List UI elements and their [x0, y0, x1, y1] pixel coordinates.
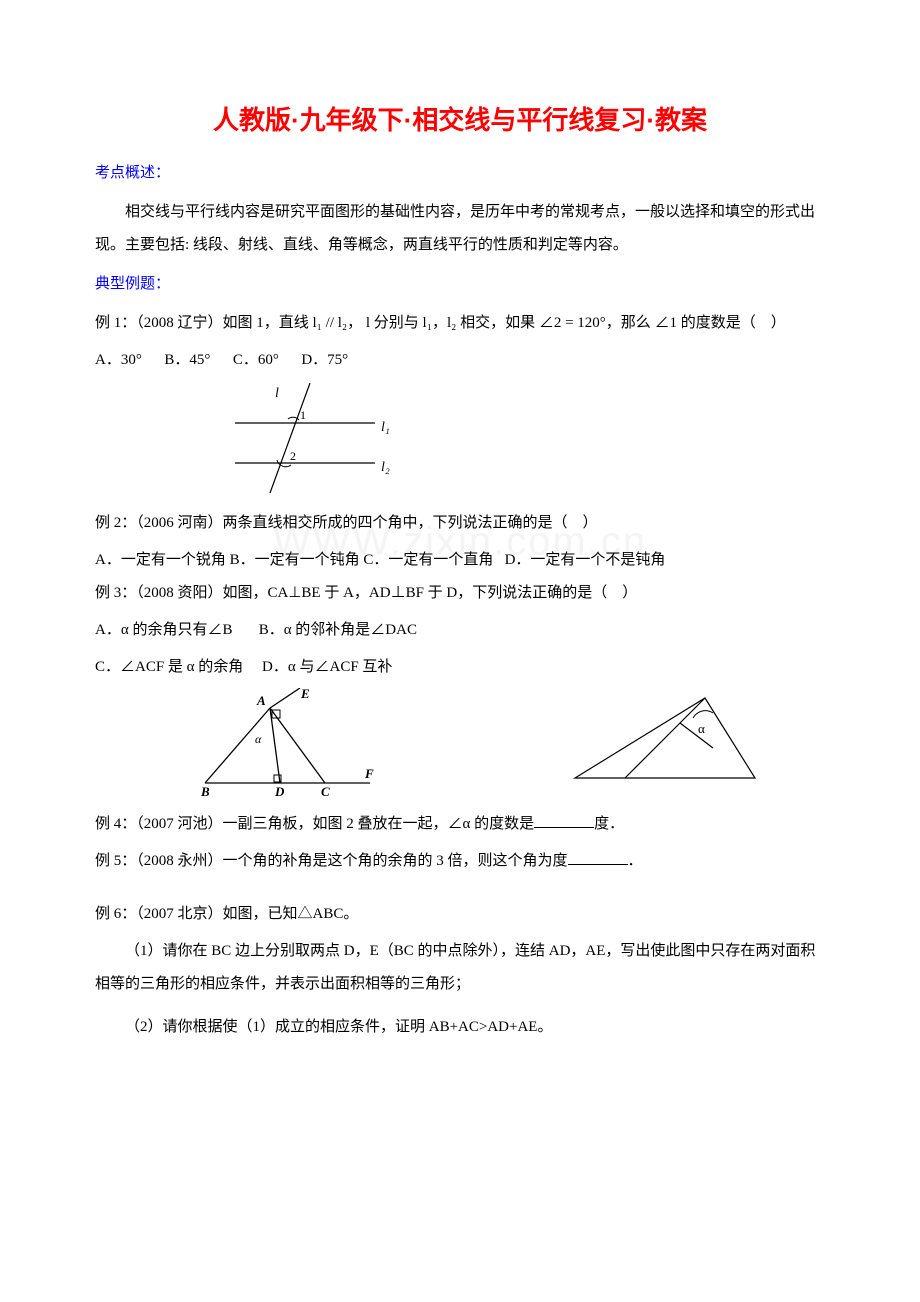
example-4: 例 4：（2007 河池）一副三角板，如图 2 叠放在一起，∠α 的度数是度．: [95, 808, 825, 841]
svg-text:l₂: l₂: [381, 460, 390, 475]
svg-text:1: 1: [300, 408, 306, 422]
svg-text:α: α: [255, 732, 262, 746]
figure-3: α: [565, 688, 765, 798]
example-1-stem: 例 1：（2008 辽宁）如图 1，直线 l₁ // l₂， l 分别与 l₁，…: [95, 307, 825, 340]
svg-text:α: α: [698, 721, 705, 736]
example-6-stem: 例 6：（2007 北京）如图，已知△ABC。: [95, 898, 825, 931]
example-2-stem: 例 2：（2006 河南）两条直线相交所成的四个角中，下列说法正确的是（ ）: [95, 507, 825, 540]
svg-text:l: l: [275, 386, 279, 401]
figure-2: α A E B D C F: [195, 688, 385, 798]
example-6-part1: （1）请你在 BC 边上分别取两点 D，E（BC 的中点除外），连结 AD，AE…: [95, 935, 825, 1001]
svg-text:D: D: [274, 784, 285, 798]
svg-text:l₁: l₁: [381, 420, 390, 435]
section-label-2: 典型例题：: [95, 272, 825, 293]
figure-1: l l₁ l₂ 1 2: [215, 383, 825, 493]
example-3-options-2: C．∠ACF 是 α 的余角 D．α 与∠ACF 互补: [95, 651, 825, 684]
svg-text:B: B: [200, 784, 210, 798]
section-label-1: 考点概述：: [95, 161, 825, 182]
svg-text:F: F: [364, 766, 374, 781]
example-3-options-1: A．α 的余角只有∠B B．α 的邻补角是∠DAC: [95, 614, 825, 647]
doc-title: 人教版·九年级下·相交线与平行线复习·教案: [95, 100, 825, 137]
svg-text:A: A: [256, 693, 266, 708]
example-1-options: A．30° B．45° C．60° D．75°: [95, 344, 825, 377]
example-6-part2: （2）请你根据使（1）成立的相应条件，证明 AB+AC>AD+AE。: [95, 1011, 825, 1044]
svg-text:C: C: [321, 784, 330, 798]
example-3-stem: 例 3：（2008 资阳）如图，CA⊥BE 于 A，AD⊥BF 于 D，下列说法…: [95, 577, 825, 610]
svg-text:2: 2: [290, 449, 296, 463]
example-2-options: A．一定有一个锐角 B．一定有一个钝角 C．一定有一个直角 D．一定有一个不是钝…: [95, 544, 825, 577]
overview-paragraph: 相交线与平行线内容是研究平面图形的基础性内容，是历年中考的常规考点，一般以选择和…: [95, 196, 825, 262]
example-5: 例 5：（2008 永州）一个角的补角是这个角的余角的 3 倍，则这个角为度．: [95, 845, 825, 878]
svg-text:E: E: [300, 688, 310, 701]
